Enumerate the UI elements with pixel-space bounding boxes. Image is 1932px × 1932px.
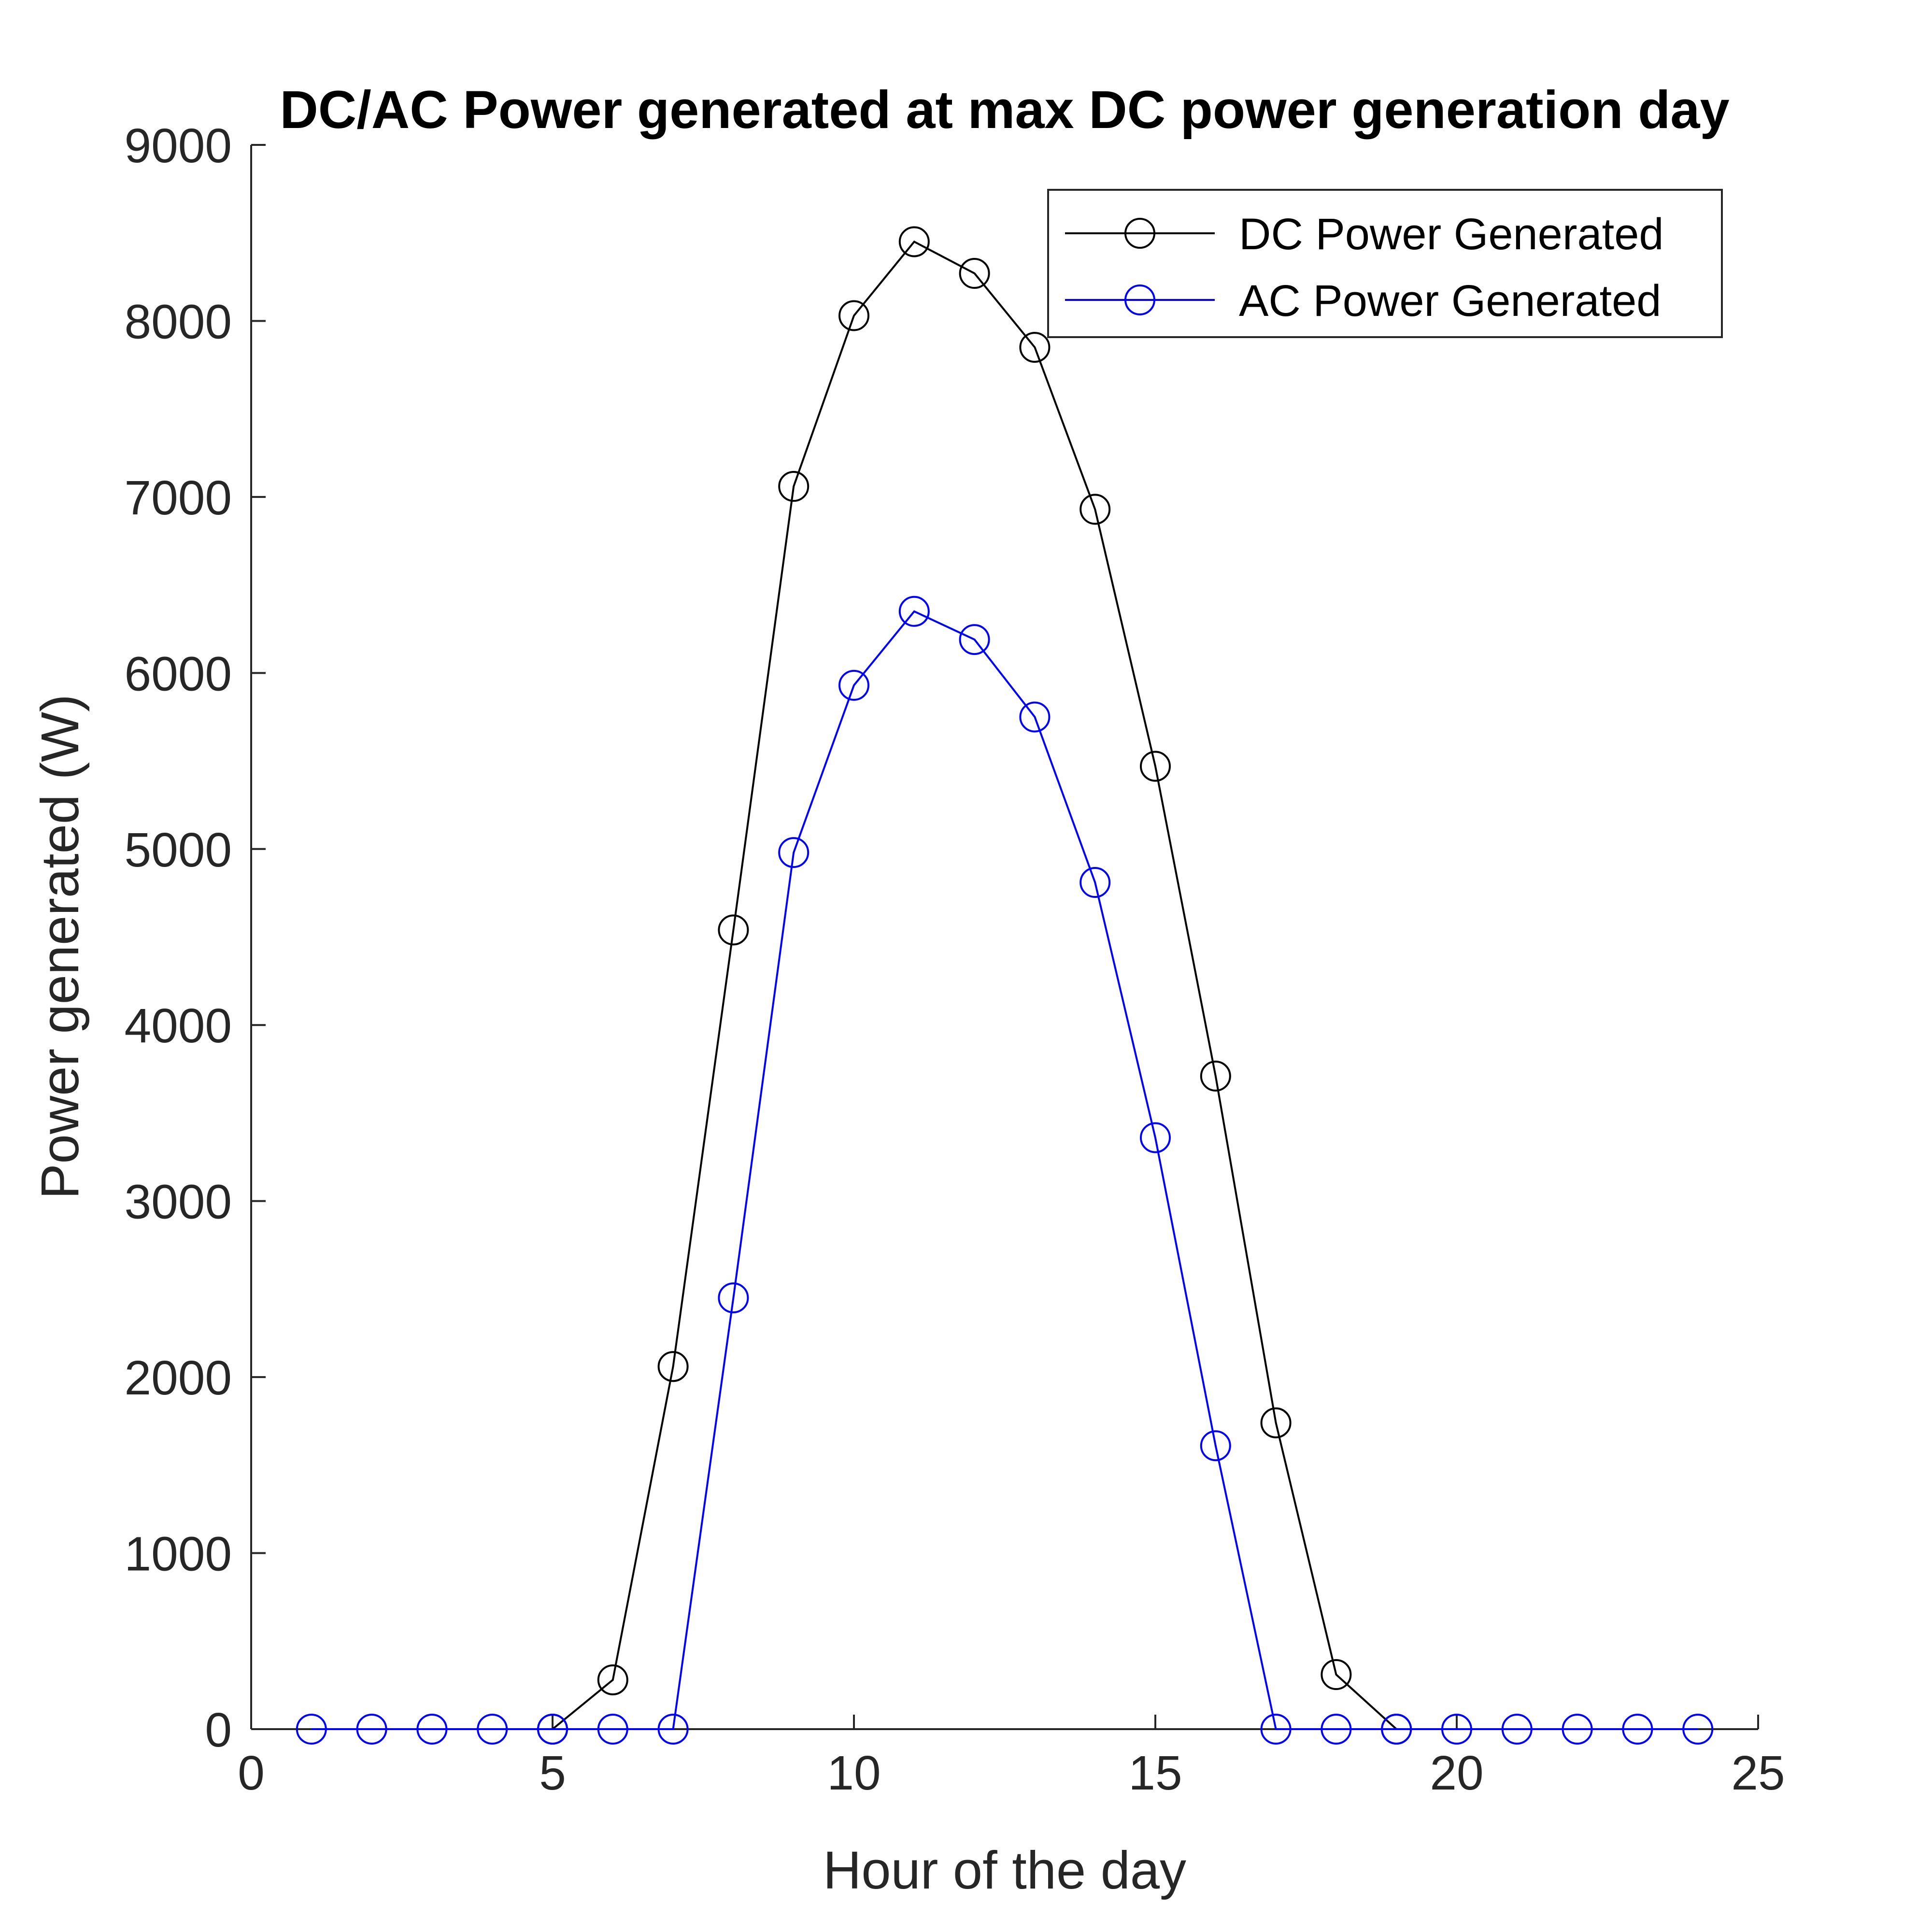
- data-point-marker: [778, 837, 810, 868]
- legend-label: AC Power Generated: [1239, 276, 1661, 326]
- x-tick-label: 20: [1430, 1746, 1483, 1800]
- y-tick-label: 3000: [125, 1175, 232, 1229]
- data-point-marker: [1019, 701, 1051, 733]
- data-point-marker: [1140, 1122, 1171, 1153]
- data-point-marker: [1019, 332, 1051, 363]
- legend-box: [1047, 189, 1723, 338]
- data-point-marker: [1080, 867, 1111, 898]
- data-point-marker: [838, 669, 869, 701]
- series-line: [311, 610, 1698, 1730]
- legend-entry: AC Power Generated: [1065, 276, 1661, 326]
- legend-marker-swatch: [1124, 284, 1155, 315]
- data-point-marker: [778, 471, 810, 502]
- data-point-marker: [959, 258, 990, 289]
- y-tick-label: 2000: [125, 1351, 232, 1405]
- data-point-marker: [838, 300, 869, 331]
- legend-label: DC Power Generated: [1239, 210, 1664, 259]
- legend-marker-swatch: [1124, 218, 1155, 249]
- data-point-marker: [1260, 1714, 1292, 1745]
- x-tick-label: 5: [539, 1746, 566, 1800]
- series-layer: [296, 226, 1714, 1745]
- data-point-marker: [1200, 1430, 1231, 1462]
- data-point-marker: [1260, 1407, 1292, 1438]
- x-tick-label: 0: [238, 1746, 265, 1800]
- chart-title: DC/AC Power generated at max DC power ge…: [280, 80, 1729, 140]
- y-tick-label: 7000: [125, 471, 232, 525]
- data-point-marker: [718, 1282, 749, 1314]
- series-line: [552, 240, 1397, 1730]
- x-tick-label: 25: [1731, 1746, 1785, 1800]
- data-point-marker: [1080, 494, 1111, 525]
- y-axis-label: Power generated (W): [30, 694, 90, 1199]
- data-point-marker: [537, 1714, 568, 1745]
- y-tick-label: 4000: [125, 999, 232, 1053]
- data-point-marker: [477, 1714, 508, 1745]
- data-point-marker: [1140, 751, 1171, 782]
- data-point-marker: [1622, 1714, 1653, 1745]
- series-ac-power: [296, 596, 1714, 1745]
- data-point-marker: [1381, 1714, 1412, 1745]
- data-point-marker: [718, 914, 749, 946]
- data-point-marker: [1682, 1714, 1714, 1745]
- data-point-marker: [959, 624, 990, 655]
- data-point-marker: [416, 1714, 448, 1745]
- x-axis-label: Hour of the day: [823, 1841, 1186, 1900]
- data-point-marker: [1321, 1659, 1352, 1690]
- data-point-marker: [356, 1714, 387, 1745]
- y-tick-label: 0: [205, 1703, 232, 1757]
- y-tick-label: 9000: [125, 119, 232, 173]
- data-point-marker: [898, 226, 930, 257]
- data-point-marker: [597, 1664, 628, 1695]
- data-point-marker: [1562, 1714, 1593, 1745]
- y-tick-label: 8000: [125, 295, 232, 349]
- y-tick-label: 1000: [125, 1527, 232, 1581]
- data-point-marker: [657, 1714, 689, 1745]
- data-point-marker: [898, 596, 930, 627]
- x-tick-label: 10: [827, 1746, 881, 1800]
- y-tick-label: 6000: [125, 647, 232, 701]
- data-point-marker: [597, 1714, 628, 1745]
- data-point-marker: [296, 1714, 327, 1745]
- data-point-marker: [1200, 1060, 1231, 1092]
- data-point-marker: [1321, 1714, 1352, 1745]
- axes: 0 5 10 15 20 25 0 1000 2000 3000 4000 5000 6000 7000 8…: [125, 119, 1785, 1800]
- y-tick-label: 5000: [125, 823, 232, 877]
- data-point-marker: [1501, 1714, 1533, 1745]
- data-point-marker: [1441, 1714, 1472, 1745]
- legend: DC Power Generated AC Power Generated: [1047, 189, 1723, 338]
- legend-entry: DC Power Generated: [1065, 210, 1664, 259]
- data-point-marker: [657, 1351, 689, 1382]
- x-tick-label: 15: [1128, 1746, 1182, 1800]
